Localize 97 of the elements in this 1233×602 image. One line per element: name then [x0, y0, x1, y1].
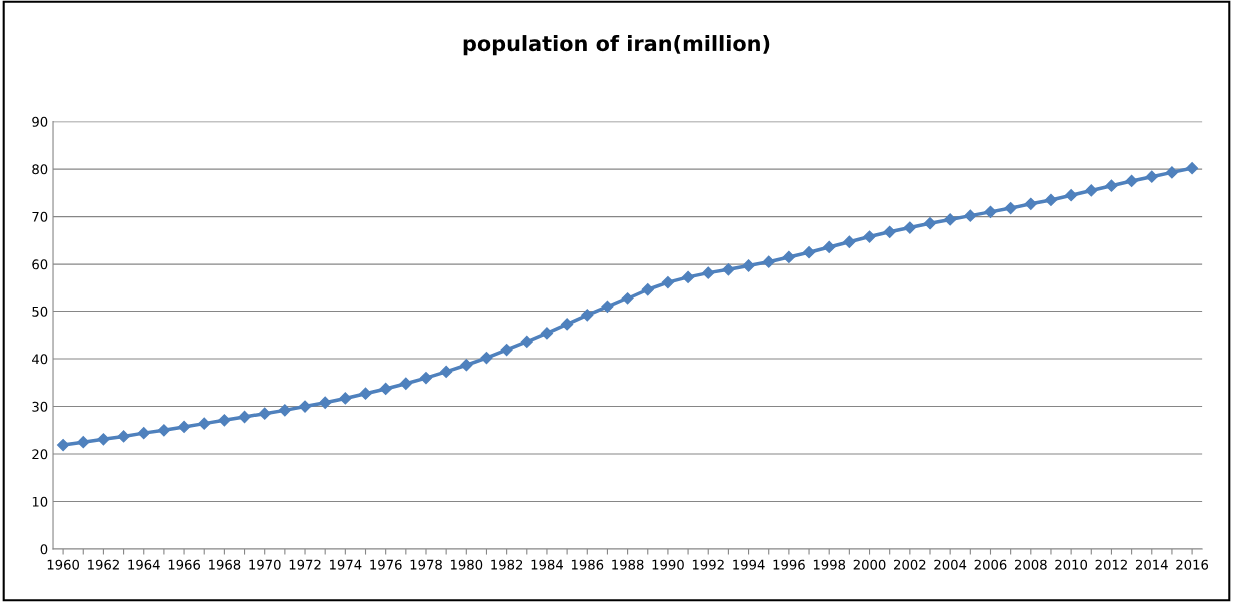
x-tick-label: 2006: [974, 559, 1007, 570]
x-tick-label: 1992: [692, 559, 724, 570]
point: [500, 343, 513, 357]
point: [944, 213, 957, 226]
x-tick-label: 2016: [1176, 559, 1209, 570]
point: [57, 438, 70, 452]
point: [1125, 174, 1138, 188]
x-tick-label: 1964: [128, 559, 160, 570]
x-tick-label: 1966: [168, 559, 201, 570]
point: [480, 352, 493, 365]
x-tick-label: 1986: [571, 559, 604, 570]
x-tick-label: 1962: [88, 559, 119, 570]
y-tick-label: 40: [32, 354, 48, 365]
point: [440, 365, 453, 378]
point: [581, 309, 594, 322]
x-tick-label: 1996: [773, 559, 805, 570]
x-tick-label: 1990: [652, 559, 684, 570]
x-tick-label: 1988: [612, 559, 644, 570]
x-tick-label: 1960: [47, 559, 80, 570]
point: [843, 235, 856, 248]
y-tick-label: 0: [40, 544, 48, 555]
x-tick-label: 1976: [370, 559, 402, 570]
x-tick-label: 1970: [249, 559, 281, 570]
point: [1145, 170, 1158, 183]
point: [1044, 193, 1058, 207]
point: [399, 377, 412, 390]
point: [520, 335, 533, 349]
point: [802, 246, 816, 259]
point: [1165, 166, 1179, 179]
y-tick-label: 20: [32, 449, 48, 460]
point: [419, 371, 433, 385]
point: [722, 263, 735, 276]
point: [762, 255, 775, 268]
point: [1105, 179, 1118, 192]
point: [97, 433, 110, 446]
point: [681, 270, 695, 283]
y-tick-label: 30: [32, 401, 48, 412]
x-tick-label: 1982: [491, 559, 523, 570]
point: [863, 230, 876, 243]
point: [198, 417, 211, 430]
point: [1004, 201, 1017, 215]
point: [379, 382, 392, 396]
point: [903, 221, 916, 234]
y-tick-label: 80: [32, 164, 48, 175]
point: [460, 359, 473, 372]
x-tick-label: 1998: [813, 559, 846, 570]
point: [661, 276, 675, 289]
point: [984, 205, 997, 218]
point: [177, 420, 191, 434]
point: [339, 392, 352, 405]
x-tick-label: 2002: [894, 559, 926, 570]
point: [601, 300, 614, 313]
point: [1185, 162, 1199, 175]
y-tick-label: 60: [32, 259, 48, 270]
point: [561, 318, 574, 331]
point: [77, 436, 90, 449]
point: [1085, 184, 1098, 197]
point: [298, 400, 312, 413]
point: [258, 407, 271, 420]
point: [359, 387, 372, 400]
point: [923, 217, 937, 230]
point: [319, 396, 332, 409]
x-tick-label: 1984: [531, 559, 563, 570]
point: [702, 266, 715, 279]
x-tick-label: 2010: [1055, 559, 1088, 570]
x-tick-label: 1974: [330, 559, 362, 570]
point: [137, 427, 150, 440]
y-tick-label: 90: [32, 116, 48, 127]
x-tick-label: 2014: [1135, 559, 1168, 570]
chart-title: population of iran(million): [463, 35, 770, 56]
point: [238, 410, 251, 424]
point: [641, 283, 654, 296]
point: [1024, 197, 1037, 210]
x-tick-label: 2008: [1014, 559, 1047, 570]
x-tick-label: 2004: [934, 559, 967, 570]
x-tick-label: 2012: [1095, 559, 1127, 570]
point: [117, 430, 130, 443]
x-tick-label: 1968: [209, 559, 241, 570]
y-tick-label: 50: [32, 306, 48, 317]
point: [782, 250, 795, 264]
point: [157, 424, 170, 437]
x-tick-label: 1978: [410, 559, 442, 570]
x-tick-label: 1980: [450, 559, 483, 570]
point: [278, 404, 291, 417]
point: [742, 259, 755, 272]
point: [1065, 189, 1078, 202]
point: [883, 225, 896, 238]
x-tick-label: 1972: [289, 559, 321, 570]
x-tick-label: 1994: [733, 559, 765, 570]
point: [621, 292, 634, 305]
point: [540, 327, 554, 340]
point: [218, 414, 231, 427]
y-tick-label: 70: [32, 211, 48, 222]
y-tick-label: 10: [32, 496, 48, 507]
point: [964, 209, 977, 222]
x-tick-label: 2000: [853, 559, 886, 570]
point: [823, 240, 836, 254]
